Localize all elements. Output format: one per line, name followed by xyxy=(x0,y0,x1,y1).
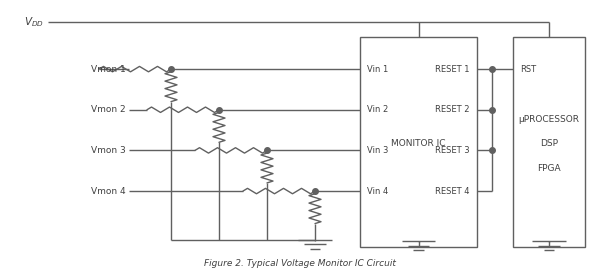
Text: MONITOR IC: MONITOR IC xyxy=(391,139,446,148)
Text: $V_{DD}$: $V_{DD}$ xyxy=(24,15,44,28)
Text: RESET 1: RESET 1 xyxy=(436,64,470,74)
Text: Figure 2. Typical Voltage Monitor IC Circuit: Figure 2. Typical Voltage Monitor IC Cir… xyxy=(204,259,396,268)
Text: μPROCESSOR: μPROCESSOR xyxy=(518,115,580,124)
Text: RESET 2: RESET 2 xyxy=(436,105,470,114)
Text: RESET 3: RESET 3 xyxy=(435,146,470,155)
Text: Vin 1: Vin 1 xyxy=(367,64,388,74)
Text: Vmon 1: Vmon 1 xyxy=(91,64,126,74)
Text: Vin 2: Vin 2 xyxy=(367,105,388,114)
Bar xyxy=(360,37,477,247)
Text: Vin 4: Vin 4 xyxy=(367,186,388,196)
Text: RESET 4: RESET 4 xyxy=(436,186,470,196)
Text: DSP: DSP xyxy=(540,139,558,148)
Text: Vin 3: Vin 3 xyxy=(367,146,389,155)
Text: RST: RST xyxy=(520,64,536,74)
Bar xyxy=(513,37,585,247)
Text: Vmon 3: Vmon 3 xyxy=(91,146,126,155)
Text: Vmon 2: Vmon 2 xyxy=(91,105,126,114)
Text: FPGA: FPGA xyxy=(537,163,561,173)
Text: Vmon 4: Vmon 4 xyxy=(91,186,126,196)
